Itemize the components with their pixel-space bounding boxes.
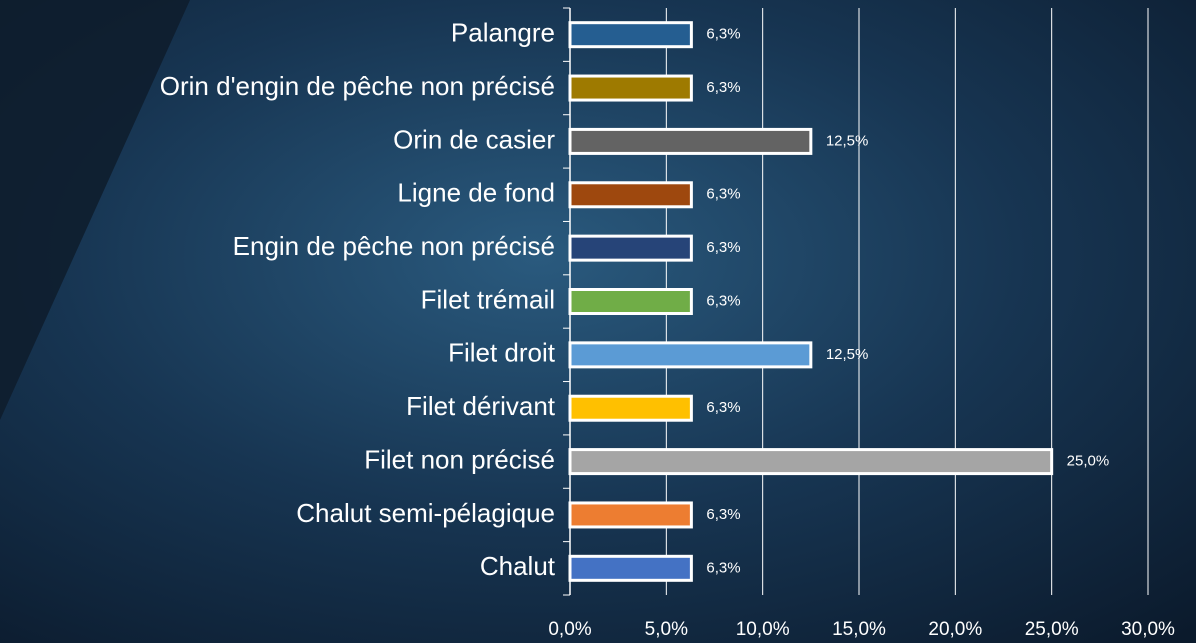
- value-label: 6,3%: [706, 506, 740, 523]
- category-label: Orin d'engin de pêche non précisé: [160, 71, 555, 101]
- value-label: 6,3%: [706, 559, 740, 576]
- category-label: Ligne de fond: [397, 178, 555, 208]
- x-tick-label: 30,0%: [1121, 619, 1175, 640]
- category-label: Chalut: [480, 551, 556, 581]
- bar: [568, 181, 693, 209]
- category-label: Filet non précisé: [364, 444, 555, 474]
- x-tick-label: 10,0%: [736, 619, 790, 640]
- x-tick-label: 15,0%: [832, 619, 886, 640]
- category-label: Filet dérivant: [406, 391, 556, 421]
- bar: [568, 341, 813, 369]
- category-label: Chalut semi-pélagique: [296, 498, 555, 528]
- value-label: 6,3%: [706, 186, 740, 203]
- value-label: 6,3%: [706, 292, 740, 309]
- bar: [568, 234, 693, 262]
- x-tick-label: 5,0%: [645, 619, 688, 640]
- bar: [568, 127, 813, 155]
- value-label: 6,3%: [706, 26, 740, 43]
- bar: [568, 21, 693, 49]
- value-label: 25,0%: [1067, 453, 1110, 470]
- category-label: Engin de pêche non précisé: [233, 231, 555, 261]
- value-label: 6,3%: [706, 239, 740, 256]
- bar: [568, 74, 693, 102]
- category-label: Filet droit: [448, 338, 556, 368]
- bar: [568, 554, 693, 582]
- value-label: 6,3%: [706, 399, 740, 416]
- x-tick-label: 0,0%: [548, 619, 591, 640]
- bar: [568, 288, 693, 315]
- value-label: 12,5%: [826, 132, 869, 149]
- value-label: 6,3%: [706, 79, 740, 96]
- bar: [568, 501, 693, 529]
- corner-shape: [0, 0, 190, 420]
- category-label: Orin de casier: [393, 124, 555, 154]
- x-tick-label: 20,0%: [928, 619, 982, 640]
- value-label: 12,5%: [826, 346, 869, 363]
- bar: [568, 448, 1054, 476]
- x-tick-label: 25,0%: [1025, 619, 1079, 640]
- bar: [568, 394, 693, 422]
- category-label: Palangre: [451, 18, 555, 48]
- category-label: Filet trémail: [421, 284, 555, 314]
